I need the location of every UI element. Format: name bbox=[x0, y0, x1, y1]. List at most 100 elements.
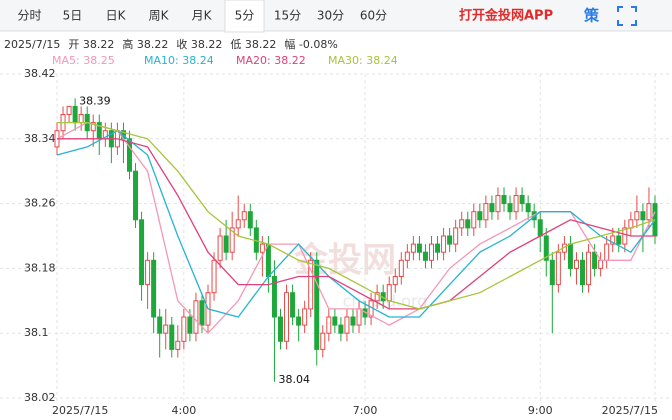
candle-body bbox=[157, 316, 163, 334]
candle-body bbox=[235, 219, 241, 229]
candle-body bbox=[519, 195, 525, 205]
candle-body bbox=[265, 243, 271, 278]
candle-body bbox=[332, 316, 338, 326]
info-item: 收 38.22 bbox=[176, 37, 222, 51]
candle-body bbox=[302, 308, 308, 326]
candle-body bbox=[187, 316, 193, 334]
candle-body bbox=[133, 170, 139, 221]
annotation: 38.39 bbox=[79, 94, 111, 107]
tab[interactable]: 月K bbox=[192, 9, 213, 23]
strategy-icon[interactable]: 策 bbox=[583, 7, 600, 25]
candle-body bbox=[543, 235, 549, 261]
legend-entry: MA10: 38.24 bbox=[144, 54, 214, 67]
candle-body bbox=[320, 332, 326, 350]
candle-body bbox=[537, 219, 543, 237]
ma-line bbox=[57, 121, 656, 310]
candle-body bbox=[277, 316, 283, 342]
tab-selected bbox=[224, 0, 265, 33]
candle-body bbox=[453, 227, 459, 245]
app-link[interactable]: 打开金投网APP bbox=[459, 8, 553, 24]
tab-bar bbox=[0, 0, 672, 31]
candle-body bbox=[610, 235, 616, 245]
candle-body bbox=[169, 324, 175, 350]
x-tick-label: 7:00 bbox=[353, 404, 378, 417]
candle-body bbox=[259, 243, 265, 253]
candle-body bbox=[422, 251, 428, 261]
candle-body bbox=[308, 259, 314, 310]
candle-body bbox=[567, 243, 573, 269]
candle-body bbox=[199, 300, 205, 326]
candle-body bbox=[193, 300, 199, 334]
candle-body bbox=[175, 340, 181, 350]
candle-body bbox=[628, 219, 634, 229]
candle-body bbox=[284, 292, 290, 342]
tab[interactable]: 周K bbox=[149, 9, 170, 23]
candle-body bbox=[326, 316, 332, 334]
tab[interactable]: 分时 bbox=[17, 9, 41, 23]
candle-body bbox=[90, 122, 96, 132]
candle-body bbox=[555, 251, 561, 286]
info-item: 低 38.22 bbox=[230, 38, 276, 51]
ma-line bbox=[57, 138, 655, 310]
candle-body bbox=[126, 138, 132, 172]
candle-body bbox=[386, 284, 392, 302]
candle-body bbox=[495, 195, 501, 213]
fullscreen-icon[interactable] bbox=[617, 6, 637, 26]
annotation: 38.04 bbox=[278, 373, 310, 386]
tab[interactable]: 30分 bbox=[317, 9, 344, 23]
candle-body bbox=[72, 105, 78, 124]
ma-line bbox=[56, 129, 656, 318]
candle-body bbox=[489, 203, 495, 213]
candle-body bbox=[241, 211, 247, 221]
candle-body bbox=[459, 219, 465, 229]
candle-body bbox=[598, 259, 604, 269]
x-tick-label: 2025/7/15 bbox=[52, 404, 108, 417]
candle-body bbox=[229, 227, 235, 253]
candle-body bbox=[646, 203, 652, 221]
x-tick-label: 9:00 bbox=[528, 404, 553, 417]
x-tick-label: 4:00 bbox=[171, 404, 196, 417]
info-item: 高 38.22 bbox=[122, 37, 168, 51]
tab[interactable]: 日K bbox=[106, 9, 127, 23]
candle-body bbox=[549, 259, 555, 286]
candle-body bbox=[151, 259, 157, 318]
candle-body bbox=[290, 292, 296, 318]
candle-body bbox=[622, 227, 628, 245]
tab[interactable]: 5日 bbox=[63, 9, 83, 23]
candle-body bbox=[211, 259, 217, 294]
candle-body bbox=[477, 211, 483, 221]
info-item: 开 38.22 bbox=[68, 38, 114, 51]
candle-body bbox=[163, 324, 169, 334]
tab[interactable]: 60分 bbox=[360, 9, 387, 23]
tab[interactable]: 5分 bbox=[235, 9, 255, 23]
candle-body bbox=[223, 235, 229, 253]
candle-body bbox=[145, 259, 151, 286]
y-tick-label: 38.18 bbox=[24, 261, 56, 274]
y-tick-label: 38.1 bbox=[24, 326, 49, 339]
candle-body bbox=[525, 203, 531, 213]
candle-body bbox=[350, 316, 356, 326]
info-item: 幅 -0.08% bbox=[284, 38, 337, 51]
candle-body bbox=[181, 316, 187, 342]
candle-body bbox=[573, 259, 579, 269]
legend-entry: MA5: 38.25 bbox=[52, 54, 115, 67]
candle-body bbox=[356, 308, 362, 326]
y-tick-label: 38.26 bbox=[24, 197, 56, 210]
candle-body bbox=[592, 251, 598, 269]
candle-body bbox=[640, 211, 646, 221]
candle-body bbox=[139, 219, 145, 286]
candle-body bbox=[429, 243, 435, 261]
info-item: 2025/7/15 bbox=[4, 38, 60, 51]
candle-body bbox=[616, 235, 622, 245]
tab[interactable]: 15分 bbox=[274, 9, 301, 23]
candle-body bbox=[447, 235, 453, 245]
candle-body bbox=[483, 203, 489, 221]
x-tick-label: 2025/7/15 bbox=[602, 404, 658, 417]
candle-body bbox=[344, 316, 350, 334]
legend-entry: MA20: 38.22 bbox=[236, 54, 306, 67]
candle-body bbox=[416, 243, 422, 253]
legend-entry: MA30: 38.24 bbox=[328, 54, 398, 67]
y-tick-label: 38.02 bbox=[24, 391, 56, 404]
